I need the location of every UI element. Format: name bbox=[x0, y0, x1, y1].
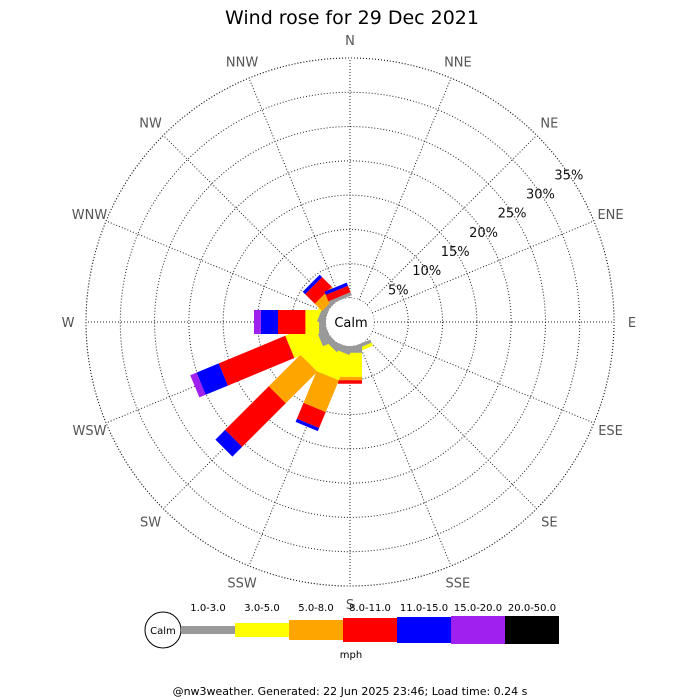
spoke-ese bbox=[371, 330, 595, 424]
legend-swatch-20.0-50.0 bbox=[505, 616, 559, 644]
bar-s-5.0-8.0 bbox=[338, 376, 362, 381]
radial-tick-label: 10% bbox=[412, 264, 441, 279]
bar-wsw-8.0-11.0 bbox=[218, 335, 295, 386]
direction-label-ene: ENE bbox=[597, 208, 623, 223]
spoke-sse bbox=[358, 343, 452, 567]
bar-sw-11.0-15.0 bbox=[215, 429, 243, 457]
bar-w-8.0-11.0 bbox=[278, 310, 306, 334]
legend: Calm 1.0-3.0 3.0-5.0 5.0-8.0 8.0-11.0 11.0-15… bbox=[144, 603, 559, 649]
spoke-se bbox=[366, 338, 538, 510]
chart-title: Wind rose for 29 Dec 2021 bbox=[225, 7, 479, 29]
bar-nnw-11.0-15.0 bbox=[324, 282, 348, 295]
bar-w-15.0-20.0 bbox=[254, 310, 261, 334]
direction-label-sse: SSE bbox=[446, 577, 471, 592]
bar-w-11.0-15.0 bbox=[260, 310, 278, 334]
radial-tick-label: 30% bbox=[526, 188, 555, 203]
bar-nnw-8.0-11.0 bbox=[325, 285, 351, 302]
radial-tick-label: 25% bbox=[498, 207, 527, 222]
grid-ring bbox=[256, 228, 444, 416]
legend-label-8.0-11.0: 8.0-11.0 bbox=[349, 603, 391, 614]
spoke-wnw bbox=[105, 220, 329, 314]
bar-nw-11.0-15.0 bbox=[302, 274, 323, 295]
radial-tick-label: 20% bbox=[469, 226, 498, 241]
calm-label: Calm bbox=[334, 316, 367, 331]
legend-label-11.0-15.0: 11.0-15.0 bbox=[400, 603, 448, 614]
direction-label-wnw: WNW bbox=[72, 208, 108, 223]
bar-wsw-15.0-20.0 bbox=[190, 372, 206, 398]
calm-center: Calm bbox=[326, 298, 374, 346]
legend-swatch-1.0-3.0 bbox=[181, 626, 235, 634]
legend-label-1.0-3.0: 1.0-3.0 bbox=[190, 603, 225, 614]
spoke-ne bbox=[366, 134, 538, 306]
direction-label-ssw: SSW bbox=[227, 577, 257, 592]
grid-ring bbox=[291, 263, 409, 381]
bar-ssw-11.0-15.0 bbox=[295, 418, 320, 432]
direction-label-ne: NE bbox=[540, 117, 558, 132]
bar-nw-8.0-11.0 bbox=[305, 277, 332, 304]
legend-swatch-11.0-15.0 bbox=[397, 617, 451, 643]
bar-wsw-11.0-15.0 bbox=[196, 363, 228, 395]
direction-label-ese: ESE bbox=[598, 424, 623, 439]
direction-label-nw: NW bbox=[139, 117, 162, 132]
legend-swatch-3.0-5.0 bbox=[235, 623, 289, 637]
direction-labels: N NNE NE ENE E ESE SE SSE S SSW SW WSW W WNW NW NNW bbox=[62, 34, 637, 613]
spoke-ene bbox=[371, 220, 595, 314]
direction-label-sw: SW bbox=[140, 515, 161, 530]
bar-sw-5.0-8.0 bbox=[268, 354, 318, 404]
legend-label-3.0-5.0: 3.0-5.0 bbox=[244, 603, 279, 614]
legend-label-15.0-20.0: 15.0-20.0 bbox=[454, 603, 502, 614]
direction-label-w: W bbox=[62, 316, 75, 331]
direction-label-n: N bbox=[345, 34, 355, 49]
outer-ring bbox=[85, 57, 615, 587]
legend-label-20.0-50.0: 20.0-50.0 bbox=[508, 603, 556, 614]
direction-label-wsw: WSW bbox=[72, 424, 106, 439]
legend-swatch-15.0-20.0 bbox=[451, 616, 505, 644]
grid-ring bbox=[188, 160, 512, 484]
radial-tick-label: 15% bbox=[441, 245, 470, 260]
bar-sw-3.0-5.0 bbox=[300, 335, 337, 372]
bar-s-8.0-11.0 bbox=[338, 380, 362, 384]
bar-ssw-8.0-11.0 bbox=[296, 402, 326, 428]
footer-text: @nw3weather. Generated: 22 Jun 2025 23:4… bbox=[173, 685, 528, 698]
spoke-nne bbox=[358, 77, 452, 301]
spoke-nnw bbox=[248, 77, 342, 301]
legend-unit-label: mph bbox=[340, 650, 362, 661]
direction-label-nnw: NNW bbox=[226, 55, 258, 70]
legend-calm-label: Calm bbox=[150, 626, 176, 637]
radial-tick-label: 35% bbox=[554, 168, 583, 183]
legend-swatch-5.0-8.0 bbox=[289, 620, 343, 640]
direction-label-s: S bbox=[346, 598, 354, 613]
bar-sw-8.0-11.0 bbox=[225, 386, 286, 447]
direction-label-se: SE bbox=[541, 515, 557, 530]
legend-label-5.0-8.0: 5.0-8.0 bbox=[298, 603, 333, 614]
direction-label-nne: NNE bbox=[444, 55, 472, 70]
spoke-nw bbox=[162, 134, 334, 306]
wind-bars bbox=[190, 274, 373, 457]
direction-label-e: E bbox=[628, 316, 636, 331]
bar-nnw-1.0-3.0 bbox=[328, 292, 352, 305]
bar-ssw-5.0-8.0 bbox=[303, 371, 339, 413]
radial-tick-labels: 5%10%15% 20%25% 30% 35% bbox=[388, 168, 583, 298]
grid-ring bbox=[119, 91, 581, 553]
legend-swatch-8.0-11.0 bbox=[343, 618, 397, 642]
radial-tick-label: 5% bbox=[388, 283, 409, 298]
